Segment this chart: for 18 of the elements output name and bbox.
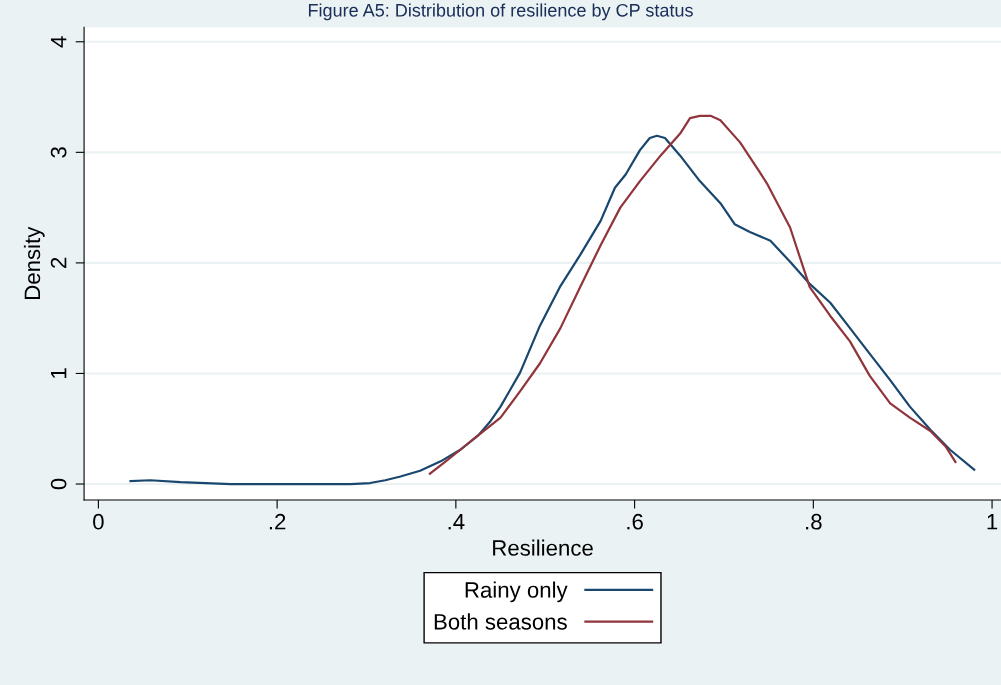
line-series — [428, 114, 957, 475]
y-tick-label: 3 — [50, 147, 67, 158]
y-tick-label: 2 — [50, 257, 67, 268]
legend-label: Both seasons — [434, 613, 567, 630]
y-axis-title: Density — [23, 226, 45, 299]
line-series — [129, 134, 976, 486]
y-tick-label: 1 — [50, 368, 67, 378]
x-tick-label: 0 — [93, 513, 104, 530]
y-tick-label: 4 — [50, 36, 67, 48]
x-tick-label: .6 — [627, 513, 643, 530]
x-tick-label: .4 — [448, 514, 465, 530]
x-tick-label: .2 — [269, 513, 286, 530]
x-axis-title: Resilience — [493, 539, 593, 556]
chart-title: Figure A5: Distribution of resilience by CP status — [308, 3, 693, 21]
legend-label: Rainy only — [465, 581, 568, 603]
y-tick-label: 0 — [50, 478, 67, 490]
x-tick-label: 1 — [987, 514, 998, 530]
x-tick-label: .8 — [806, 513, 822, 530]
